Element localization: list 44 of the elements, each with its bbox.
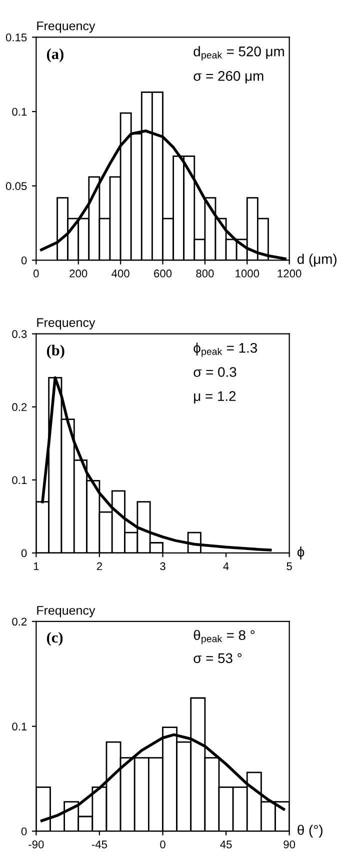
annotation: θ$_{peak}$ = 8 ° — [194, 630, 255, 644]
annotation: μ = 1.2 — [194, 391, 236, 404]
x-tick-label: -45 — [92, 840, 108, 848]
y-tick-label: 0.2 — [12, 403, 27, 412]
y-tick-label: 0 — [21, 827, 27, 836]
y-tick-label: 0.15 — [6, 34, 27, 42]
annotation: ϕ$_{peak}$ = 1.3 — [194, 342, 258, 357]
x-tick-label: 600 — [154, 270, 172, 278]
y-tick-label: 0.1 — [12, 108, 27, 116]
y-axis-title: Frequency — [37, 318, 96, 330]
x-tick-label: 5 — [286, 562, 292, 570]
x-tick-label: 0 — [34, 270, 39, 278]
x-tick-label: 400 — [112, 270, 130, 278]
x-tick-label: 200 — [70, 270, 88, 278]
x-tick-label: 0 — [160, 840, 166, 848]
annotation: d$_{peak}$ = 520 μm — [194, 46, 284, 60]
x-axis-title: θ (°) — [298, 824, 322, 838]
y-tick-label: 0.3 — [12, 330, 27, 338]
x-tick-label: 1000 — [236, 270, 260, 278]
annotation: σ = 0.3 — [194, 367, 236, 377]
x-tick-label: 90 — [284, 840, 296, 848]
x-tick-label: 2 — [96, 562, 102, 570]
annotation: (c) — [46, 632, 63, 646]
annotation: (b) — [46, 344, 64, 359]
x-tick-label: 1200 — [278, 270, 302, 278]
x-tick-label: 3 — [160, 562, 166, 570]
x-tick-label: 800 — [196, 270, 214, 278]
x-tick-label: -90 — [28, 840, 44, 848]
y-axis-title: Frequency — [37, 22, 96, 33]
y-tick-label: 0 — [21, 549, 27, 558]
y-tick-label: 0.2 — [12, 618, 27, 626]
y-tick-label: 0 — [21, 256, 27, 264]
y-tick-label: 0.1 — [12, 476, 27, 484]
y-axis-title: Frequency — [37, 606, 96, 618]
annotation: (a) — [46, 48, 64, 62]
x-axis-title: d (μm) — [298, 254, 336, 267]
x-axis-title: ϕ — [297, 546, 304, 560]
annotation: σ = 260 μm — [194, 71, 264, 84]
annotation: σ = 53 ° — [194, 653, 242, 664]
y-tick-label: 0.05 — [6, 182, 27, 190]
x-tick-label: 4 — [223, 562, 229, 570]
x-tick-label: 1 — [34, 562, 39, 570]
y-tick-label: 0.1 — [12, 722, 27, 730]
x-tick-label: 45 — [220, 840, 232, 848]
